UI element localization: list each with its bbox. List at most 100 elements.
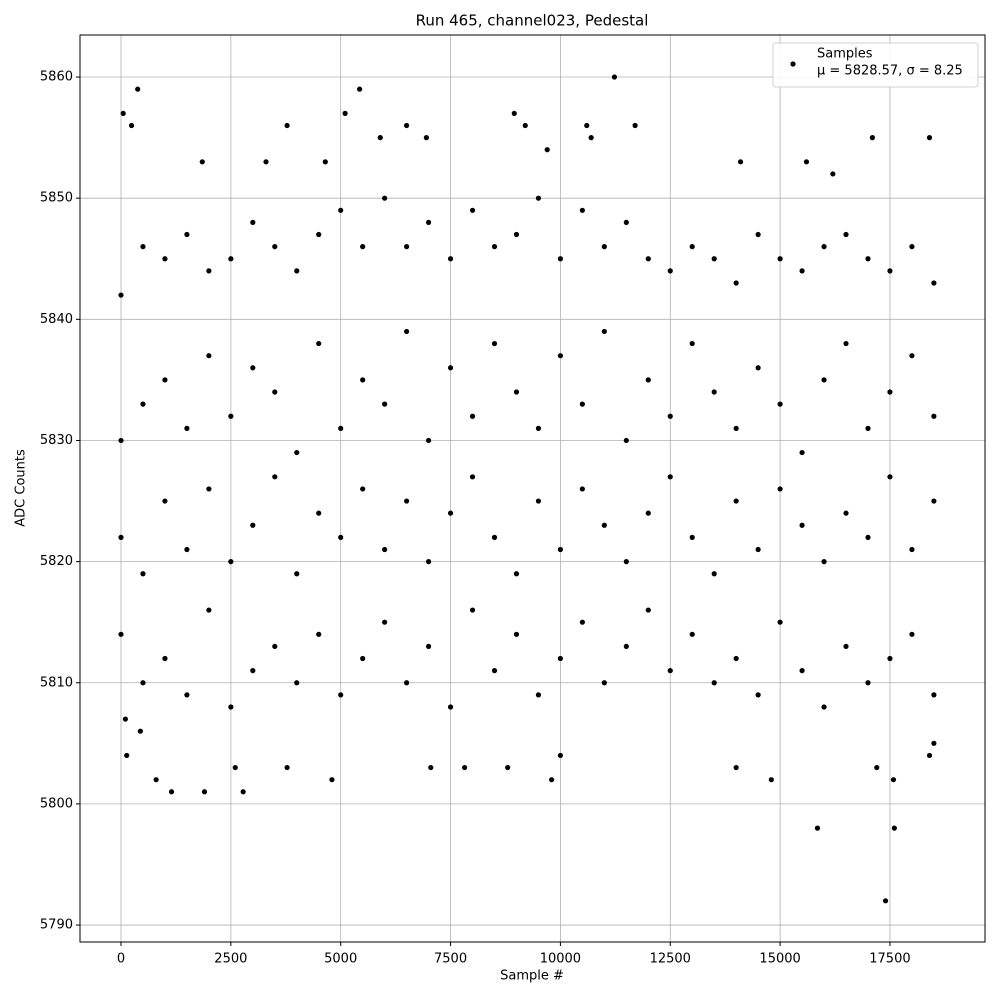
point	[425, 643, 432, 650]
point	[544, 147, 550, 153]
point	[491, 534, 498, 540]
point	[423, 135, 429, 141]
point	[382, 401, 388, 407]
point	[830, 171, 836, 177]
point	[799, 268, 805, 274]
point	[865, 256, 871, 262]
point	[294, 571, 300, 577]
point	[711, 256, 717, 262]
point	[777, 401, 783, 407]
point	[874, 764, 880, 771]
point	[623, 643, 629, 650]
point	[926, 135, 933, 141]
point	[843, 340, 849, 347]
point	[887, 655, 893, 662]
point	[184, 231, 190, 238]
point	[869, 135, 875, 141]
point	[240, 789, 246, 795]
point	[611, 74, 618, 80]
y-tick-label: 5840	[40, 312, 73, 327]
point	[733, 498, 739, 504]
point	[294, 268, 300, 274]
point	[557, 353, 564, 359]
point	[250, 365, 256, 371]
point	[755, 231, 761, 238]
point	[284, 122, 290, 129]
point	[272, 643, 278, 650]
point	[737, 159, 744, 165]
y-tick-label: 5790	[40, 918, 73, 933]
point	[601, 328, 607, 335]
point	[535, 498, 542, 504]
point	[360, 244, 366, 250]
point	[135, 86, 141, 92]
point	[579, 486, 585, 492]
point	[316, 510, 322, 516]
point	[469, 607, 476, 613]
point	[184, 546, 190, 553]
point	[284, 764, 290, 771]
point	[645, 377, 651, 383]
point	[645, 510, 651, 516]
x-tick-label: 15000	[759, 952, 800, 967]
point	[549, 777, 555, 783]
point	[689, 534, 695, 540]
point	[250, 668, 256, 674]
point	[511, 110, 517, 116]
point	[469, 413, 476, 419]
point	[814, 825, 821, 831]
point	[821, 377, 827, 383]
point	[316, 631, 322, 637]
point	[140, 680, 146, 686]
point	[865, 534, 871, 540]
point	[377, 135, 383, 141]
point	[404, 244, 410, 250]
point	[491, 340, 498, 347]
y-tick-label: 5810	[40, 675, 73, 690]
point	[667, 413, 673, 419]
point	[360, 377, 366, 383]
point	[733, 280, 739, 286]
point	[360, 655, 366, 662]
point	[382, 619, 388, 625]
point	[250, 522, 256, 528]
y-axis-label: ADC Counts	[14, 449, 29, 527]
point	[425, 437, 432, 444]
point	[338, 692, 344, 698]
point	[909, 631, 915, 637]
point	[755, 546, 761, 553]
point	[513, 631, 520, 637]
point	[338, 534, 344, 540]
y-tick-label: 5850	[40, 191, 73, 206]
point	[360, 486, 366, 492]
point	[931, 413, 937, 419]
point	[128, 122, 135, 129]
point	[601, 680, 607, 686]
point	[404, 680, 410, 686]
point	[777, 486, 783, 492]
point	[909, 353, 915, 359]
y-tick-label: 5860	[40, 70, 73, 85]
point	[491, 244, 498, 250]
point	[755, 692, 761, 698]
x-tick-label: 0	[117, 952, 125, 967]
point	[667, 268, 673, 274]
point	[122, 716, 128, 722]
point	[865, 680, 871, 686]
point	[356, 86, 363, 92]
point	[206, 268, 212, 274]
point	[316, 340, 322, 347]
legend-note: μ = 5828.57, σ = 8.25	[817, 64, 963, 79]
point	[579, 401, 585, 407]
point	[118, 437, 124, 444]
point	[425, 559, 432, 565]
point	[513, 389, 520, 395]
point	[821, 244, 827, 250]
point	[118, 292, 124, 298]
point	[338, 425, 344, 431]
point	[623, 559, 629, 565]
point	[491, 668, 498, 674]
point	[887, 268, 893, 274]
